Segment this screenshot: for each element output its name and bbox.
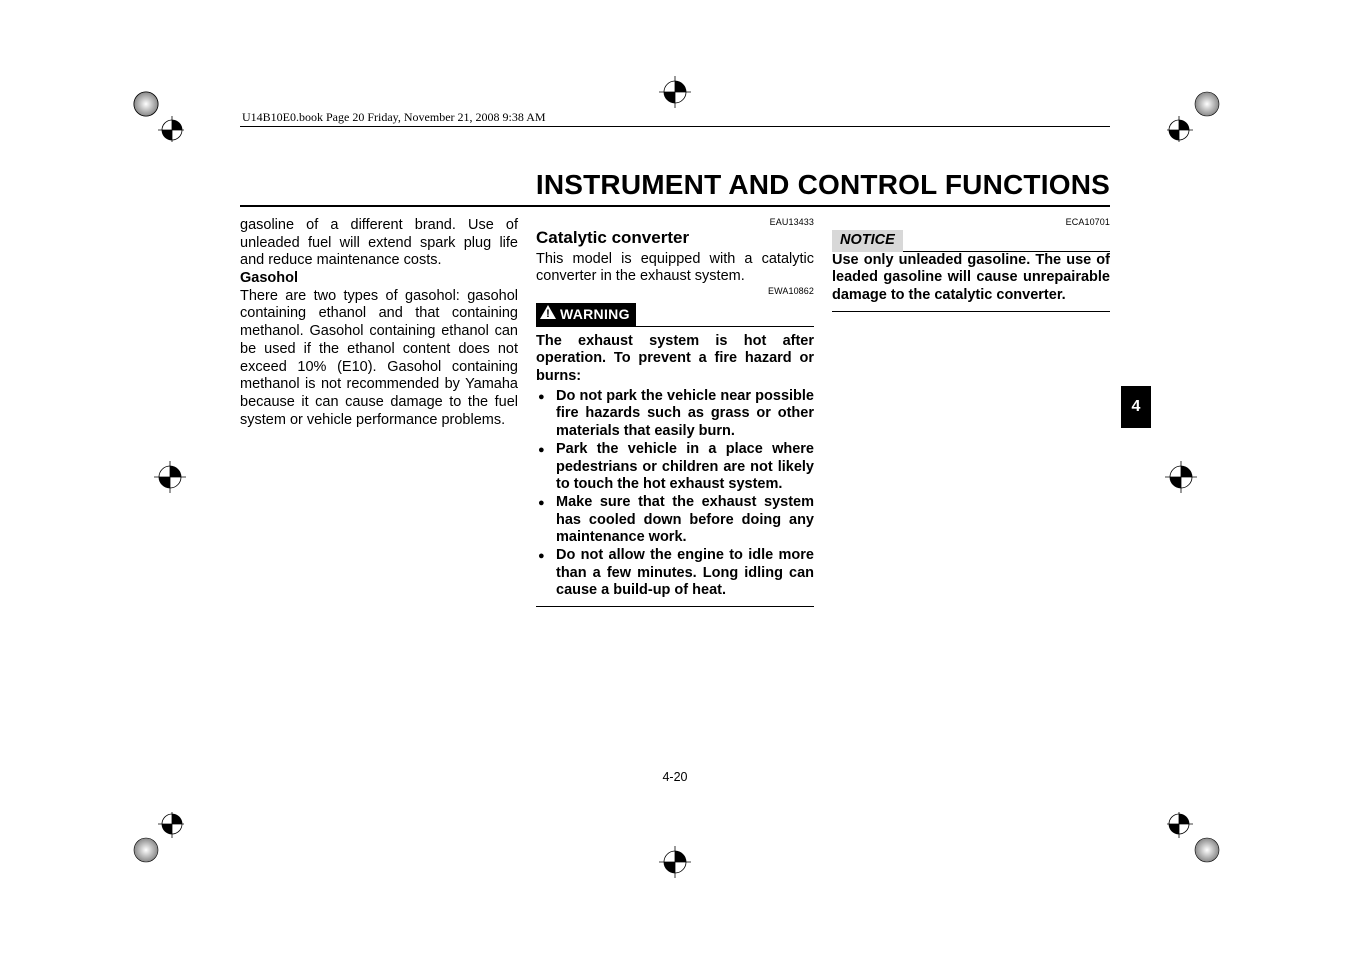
warning-label-box: ! WARNING — [536, 303, 636, 327]
regmark-bottom-right — [1167, 812, 1221, 866]
col1-body: There are two types of gasohol: gasohol … — [240, 288, 518, 430]
warning-end-rule — [536, 606, 814, 607]
notice-label: NOTICE — [832, 230, 903, 252]
col1-lead: gasoline of a different brand. Use of un… — [240, 217, 518, 270]
column-1: gasoline of a different brand. Use of un… — [240, 217, 518, 607]
regmark-top-right — [1167, 88, 1221, 142]
warning-bullets: Do not park the vehicle near possible fi… — [536, 388, 814, 600]
col1-subheading: Gasohol — [240, 270, 518, 288]
chapter-number: 4 — [1132, 398, 1141, 416]
warning-lead: The exhaust system is hot after operatio… — [536, 333, 814, 386]
warning-bullet: Park the vehicle in a place where pedest… — [536, 441, 814, 494]
regmark-center-left — [150, 457, 190, 497]
manual-page: 4 U14B10E0.book Page 20 Friday, November… — [0, 0, 1351, 954]
notice-row: NOTICE — [832, 230, 1110, 252]
notice-end-rule — [832, 311, 1110, 312]
warning-bullet: Do not park the vehicle near possible fi… — [536, 388, 814, 441]
warning-label: WARNING — [560, 306, 630, 323]
section-title: INSTRUMENT AND CONTROL FUNCTIONS — [240, 169, 1110, 201]
warning-bullet: Make sure that the exhaust system has co… — [536, 494, 814, 547]
book-pageinfo: U14B10E0.book Page 20 Friday, November 2… — [240, 110, 1110, 127]
regmark-bottom-left — [130, 812, 184, 866]
chapter-tab: 4 — [1121, 386, 1151, 428]
warning-block: ! WARNING — [536, 297, 814, 327]
regmark-center-right — [1161, 457, 1201, 497]
refcode-eau: EAU13433 — [536, 217, 814, 228]
col2-heading: Catalytic converter — [536, 228, 814, 249]
regmark-top-left — [130, 88, 184, 142]
warning-triangle-icon: ! — [540, 305, 556, 325]
columns: gasoline of a different brand. Use of un… — [240, 217, 1110, 607]
section-title-row: INSTRUMENT AND CONTROL FUNCTIONS — [240, 169, 1110, 207]
svg-text:!: ! — [546, 308, 550, 319]
refcode-ewa: EWA10862 — [536, 286, 814, 297]
column-3: ECA10701 NOTICE Use only unleaded gasoli… — [832, 217, 1110, 607]
column-2: EAU13433 Catalytic converter This model … — [536, 217, 814, 607]
col2-intro: This model is equipped with a catalytic … — [536, 251, 814, 286]
warning-bullet: Do not allow the engine to idle more tha… — [536, 547, 814, 600]
content-frame: U14B10E0.book Page 20 Friday, November 2… — [240, 110, 1110, 870]
regmark-center-top — [655, 72, 695, 112]
page-number: 4-20 — [240, 770, 1110, 784]
refcode-eca: ECA10701 — [832, 217, 1110, 228]
notice-text: Use only unleaded gasoline. The use of l… — [832, 252, 1110, 305]
